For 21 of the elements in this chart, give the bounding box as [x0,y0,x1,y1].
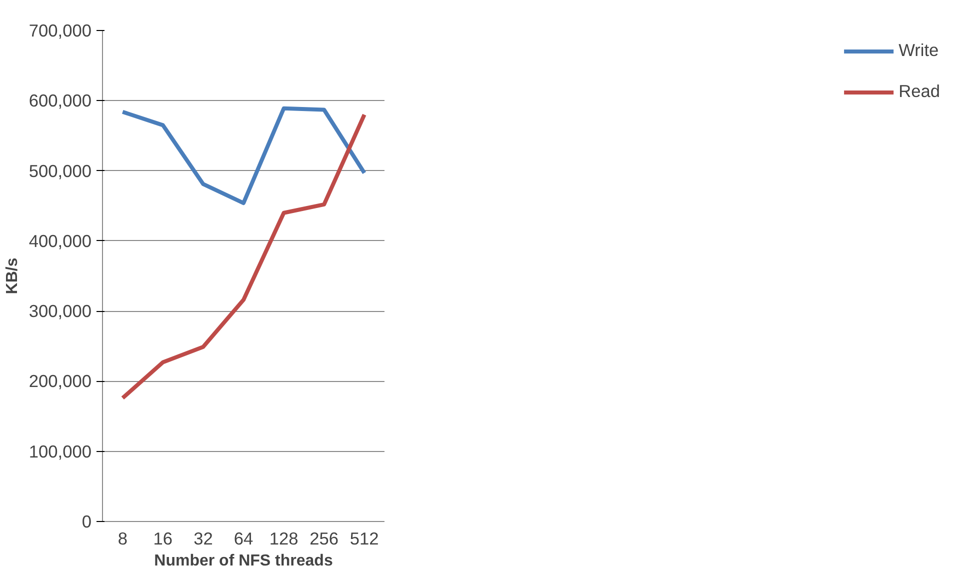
line-series [120,112,366,400]
x-tick-label: 512 [350,528,379,548]
y-tick-label: 600,000 [28,90,92,111]
y-tick-label: 700,000 [28,20,92,40]
legend-label: Read [898,81,940,102]
legend-label: Write [898,40,939,61]
x-tick-label: 256 [310,528,339,548]
y-tick-label: 300,000 [28,301,92,322]
y-tick-label: 0 [82,512,92,532]
x-tick-label: 64 [234,528,254,548]
x-tick-label: 16 [153,528,173,548]
x-axis-title: Number of NFS threads [154,552,333,570]
line-series [120,106,366,206]
x-tick-label: 32 [194,528,213,548]
y-tick-label: 400,000 [28,230,92,251]
y-tick-label: 100,000 [28,441,92,462]
x-tick-label: 128 [269,528,298,548]
y-axis-title: KB/s [4,258,21,294]
y-tick-label: 200,000 [28,371,92,392]
x-tick-label: 8 [118,528,128,548]
y-tick-label: 500,000 [28,160,92,181]
